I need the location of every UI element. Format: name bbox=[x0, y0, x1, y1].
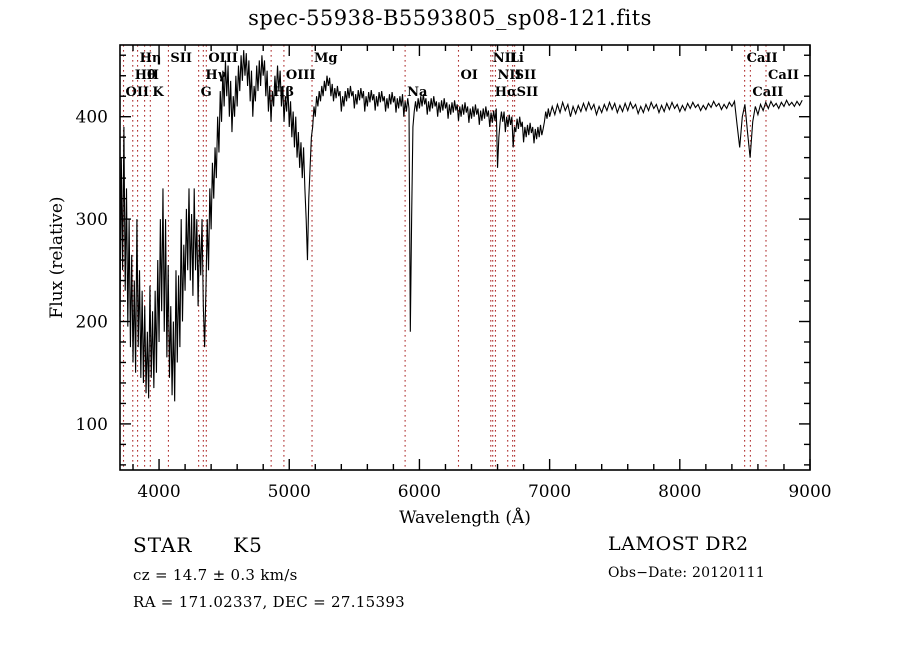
spectral-line-label: Hγ bbox=[205, 68, 226, 83]
spectral-line-label: Hη bbox=[140, 51, 162, 66]
obs-date-label: Obs−Date: 20120111 bbox=[608, 565, 765, 581]
spectral-line-label: Hβ bbox=[273, 85, 294, 100]
y-axis-label: Flux (relative) bbox=[47, 196, 67, 318]
x-tick-label: 7000 bbox=[528, 482, 571, 502]
footer-object-class: STAR K5 bbox=[133, 533, 405, 557]
spectral-line-label: CaII bbox=[768, 68, 799, 83]
spectral-line-label: SII bbox=[515, 68, 537, 83]
footer-survey-info: LAMOST DR2 Obs−Date: 20120111 bbox=[608, 533, 765, 581]
footer-object-info: STAR K5 cz = 14.7 ± 0.3 km/s RA = 171.02… bbox=[133, 533, 405, 620]
x-tick-label: 6000 bbox=[398, 482, 441, 502]
spectral-line-label: Hα bbox=[495, 85, 517, 100]
x-axis-label: Wavelength (Å) bbox=[399, 507, 531, 528]
spectral-line-label: CaII bbox=[752, 85, 783, 100]
spectral-line-label: OIII bbox=[208, 51, 238, 66]
spectral-line-label: CaII bbox=[747, 51, 778, 66]
redshift-velocity-label: cz = 14.7 ± 0.3 km/s bbox=[133, 566, 298, 584]
spectral-line-label: NII bbox=[497, 68, 521, 83]
y-tick-label: 200 bbox=[76, 313, 108, 333]
spectral-line-label: Hθ bbox=[135, 68, 156, 83]
coordinates-label: RA = 171.02337, DEC = 27.15393 bbox=[133, 593, 406, 611]
y-tick-label: 100 bbox=[76, 415, 108, 435]
spectrum-trace bbox=[119, 50, 803, 402]
x-tick-label: 5000 bbox=[268, 482, 311, 502]
plot-frame bbox=[119, 44, 811, 471]
y-tick-label: 400 bbox=[76, 108, 108, 128]
x-tick-label: 4000 bbox=[137, 482, 180, 502]
spectral-line-label: OII bbox=[126, 85, 150, 100]
survey-label: LAMOST DR2 bbox=[608, 533, 749, 555]
y-tick-label: 300 bbox=[76, 210, 108, 230]
spectral-line-label: SII bbox=[517, 85, 539, 100]
page-title: spec-55938-B5593805_sp08-121.fits bbox=[248, 6, 652, 30]
spectral-line-label: SII bbox=[170, 51, 192, 66]
spectral-line-label: NII bbox=[493, 51, 517, 66]
x-tick-label: 9000 bbox=[788, 482, 831, 502]
spectral-line-label: G bbox=[201, 85, 212, 100]
spectral-line-label: Li bbox=[510, 51, 524, 66]
spectral-line-label: H bbox=[147, 68, 159, 83]
x-tick-label: 8000 bbox=[658, 482, 701, 502]
spectral-class-label: K5 bbox=[233, 533, 263, 557]
spectral-line-label: K bbox=[152, 85, 164, 100]
spectral-line-label: Mg bbox=[314, 51, 337, 66]
object-type-label: STAR bbox=[133, 533, 193, 557]
spectral-line-label: Na bbox=[407, 85, 428, 100]
spectral-line-label: OI bbox=[460, 68, 477, 83]
spectral-line-label: OIII bbox=[286, 68, 316, 83]
